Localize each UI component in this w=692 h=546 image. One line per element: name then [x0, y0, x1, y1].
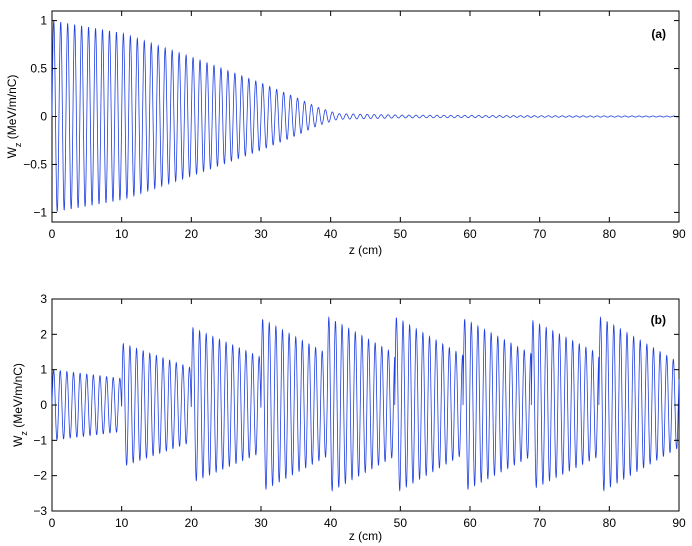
chart-panel-b: 0 10 20 30 40 50 60 70 80 90 −3 −2 −1 0 1 2 3 (b) z (cm… [11, 292, 686, 543]
x-tick-label-b: 70 [533, 516, 547, 530]
series-line-a [51, 20, 680, 212]
x-tick-label-a: 70 [533, 227, 547, 241]
x-tick-label-a: 40 [324, 227, 338, 241]
y-axis-label-b: Wz (MeV/m/nC) [11, 363, 29, 447]
x-tick-label-b: 20 [185, 516, 199, 530]
y-tick-label-a: 0 [40, 110, 47, 124]
y-axis-label-unit-b: (MeV/m/nC) [11, 363, 25, 428]
x-tick-label-a: 10 [115, 227, 129, 241]
y-tick-label-a: 0.5 [30, 62, 47, 76]
y-tick-label-a: −0.5 [23, 157, 47, 171]
y-tick-label-b: 0 [40, 398, 47, 412]
y-tick-label-b: 2 [40, 327, 47, 341]
y-tick-label-b: −2 [33, 469, 47, 483]
x-ticks-a: 0 10 20 30 40 50 60 70 80 90 [49, 11, 686, 241]
y-ticks-a: −1 −0.5 0 0.5 1 [23, 14, 679, 219]
y-tick-label-a: 1 [40, 14, 47, 28]
panel-label-a: (a) [651, 27, 666, 41]
x-tick-label-b: 90 [672, 516, 686, 530]
y-tick-label-a: −1 [33, 205, 47, 219]
x-axis-label-a: z (cm) [349, 243, 382, 257]
x-tick-label-b: 50 [394, 516, 408, 530]
y-axis-label-main-a: W [5, 146, 19, 158]
y-axis-label-unit-a: (MeV/m/nC) [5, 75, 19, 140]
y-axis-label-sub-a: z [13, 142, 23, 147]
x-tick-label-a: 90 [672, 227, 686, 241]
x-tick-label-a: 80 [603, 227, 617, 241]
y-tick-label-b: 1 [40, 363, 47, 377]
plot-area-b [51, 298, 680, 512]
y-tick-label-b: −3 [33, 504, 47, 518]
series-line-b [51, 316, 680, 492]
svg-text:Wz (MeV/m/nC): Wz (MeV/m/nC) [5, 75, 23, 159]
x-axis-label-b: z (cm) [349, 529, 382, 543]
y-axis-label-main-b: W [11, 435, 25, 447]
y-tick-label-b: 3 [40, 292, 47, 306]
x-tick-label-b: 0 [49, 516, 56, 530]
panel-label-b: (b) [651, 313, 666, 327]
x-tick-label-a: 30 [254, 227, 268, 241]
x-tick-label-b: 60 [463, 516, 477, 530]
y-axis-label-a: Wz (MeV/m/nC) [5, 75, 23, 159]
x-tick-label-b: 10 [115, 516, 129, 530]
y-axis-label-sub-b: z [19, 431, 29, 436]
x-ticks-b: 0 10 20 30 40 50 60 70 80 90 [49, 299, 686, 530]
x-tick-label-a: 20 [185, 227, 199, 241]
x-tick-label-b: 30 [254, 516, 268, 530]
chart-panel-a: 0 10 20 30 40 50 60 70 80 90 −1 −0.5 0 0.5 1 (a) z (c… [5, 10, 686, 257]
svg-text:Wz (MeV/m/nC): Wz (MeV/m/nC) [11, 363, 29, 447]
y-tick-label-b: −1 [33, 433, 47, 447]
x-tick-label-b: 40 [324, 516, 338, 530]
x-tick-label-b: 80 [603, 516, 617, 530]
x-tick-label-a: 60 [463, 227, 477, 241]
y-ticks-b: −3 −2 −1 0 1 2 3 [33, 292, 679, 518]
x-tick-label-a: 50 [394, 227, 408, 241]
x-tick-label-a: 0 [49, 227, 56, 241]
